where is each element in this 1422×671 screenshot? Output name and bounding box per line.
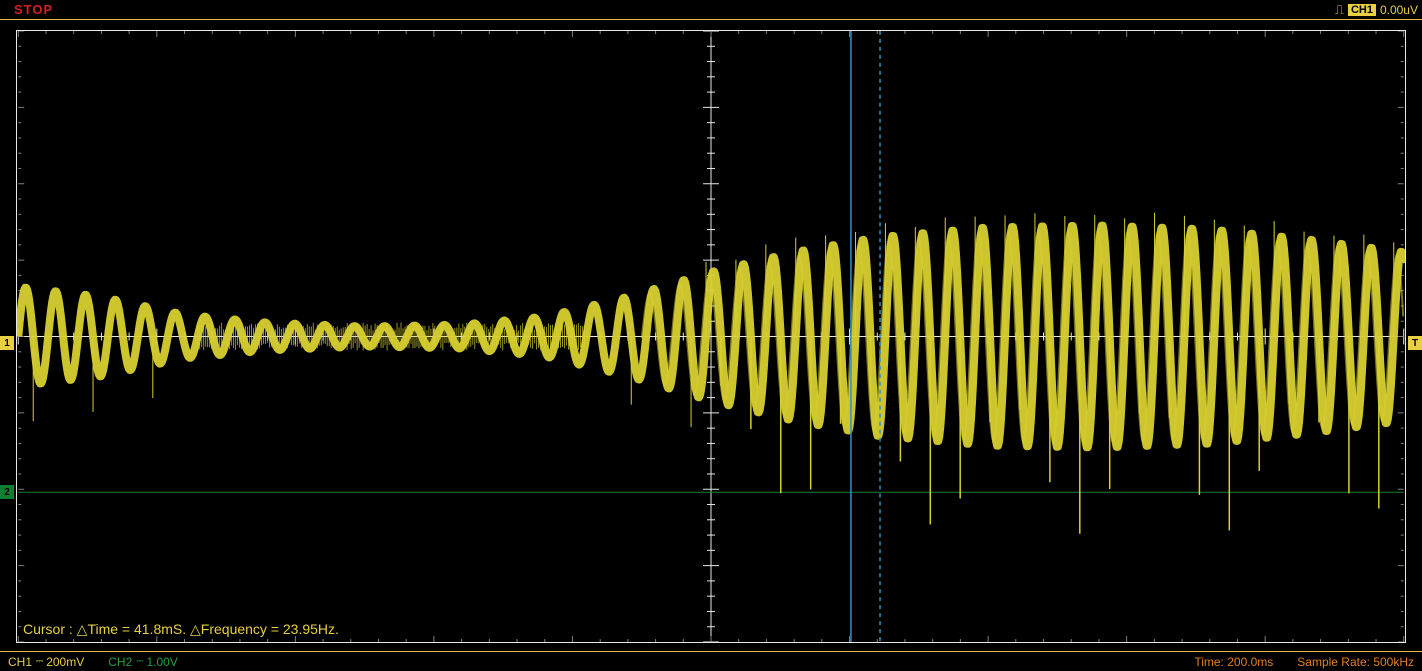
trigger-info: ⎍ CH1 0.00uV — [1335, 2, 1418, 18]
ch1-label: CH1 — [8, 655, 32, 669]
timebase-readout[interactable]: Time: 200.0ms — [1194, 655, 1273, 669]
oscilloscope-display[interactable]: Cursor : △Time = 41.8mS. △Frequency = 23… — [16, 30, 1406, 643]
trigger-level: 0.00uV — [1380, 3, 1418, 17]
ch1-vdiv: 200mV — [46, 655, 84, 669]
top-bar: STOP ⎍ CH1 0.00uV — [0, 0, 1422, 20]
timebase-label: Time: — [1194, 655, 1224, 669]
ch1-ground-marker[interactable]: 1 — [0, 336, 14, 350]
bottom-bar: CH1 ⎓ 200mV CH2 ⎓ 1.00V Time: 200.0ms Sa… — [0, 651, 1422, 671]
trigger-edge-icon: ⎍ — [1335, 2, 1344, 18]
acquisition-status: STOP — [4, 2, 53, 17]
ch2-label: CH2 — [108, 655, 132, 669]
timebase-value: 200.0ms — [1227, 655, 1273, 669]
timebase-readouts: Time: 200.0ms Sample Rate: 500kHz — [1194, 655, 1414, 669]
trigger-channel-badge: CH1 — [1348, 4, 1376, 16]
cursor-readout: Cursor : △Time = 41.8mS. △Frequency = 23… — [23, 621, 339, 638]
ch2-readout[interactable]: CH2 ⎓ 1.00V — [108, 655, 178, 669]
ch2-vdiv: 1.00V — [146, 655, 177, 669]
trigger-level-marker[interactable]: T — [1408, 336, 1422, 350]
samplerate-value: 500kHz — [1373, 655, 1414, 669]
ch2-coupling-icon: ⎓ — [136, 656, 142, 667]
channel-readouts: CH1 ⎓ 200mV CH2 ⎓ 1.00V — [8, 655, 178, 669]
ch1-coupling-icon: ⎓ — [36, 656, 42, 667]
samplerate-readout[interactable]: Sample Rate: 500kHz — [1297, 655, 1414, 669]
samplerate-label: Sample Rate: — [1297, 655, 1370, 669]
cursor-overlay — [17, 31, 1405, 642]
ch1-readout[interactable]: CH1 ⎓ 200mV — [8, 655, 84, 669]
ch2-ground-marker[interactable]: 2 — [0, 485, 14, 499]
